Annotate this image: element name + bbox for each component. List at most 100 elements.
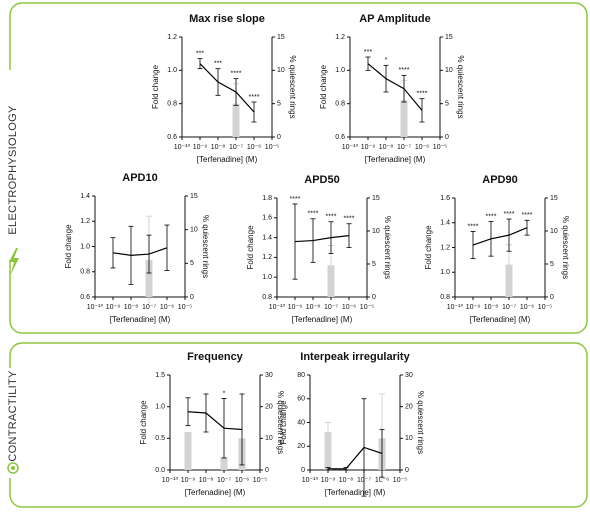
y-tick-label: 0.8 (335, 101, 345, 108)
label-bg (4, 368, 22, 478)
significance: **** (486, 213, 497, 220)
significance: *** (196, 51, 204, 58)
section-label: CONTRACTILITY (7, 370, 19, 462)
y-tick-label: 80 (297, 372, 305, 379)
y-axis-label: Fold change (319, 64, 328, 109)
y-tick-label: 1.4 (80, 193, 90, 200)
x-axis-label: [Terfenadine] (M) (110, 315, 171, 324)
line (112, 247, 168, 256)
y-axis-label: Fold change (139, 400, 148, 445)
x-tick-label: 10⁻⁶ (520, 304, 534, 311)
y2-axis-label: % quiescent rings (288, 55, 297, 118)
significance: **** (417, 91, 428, 98)
y-tick-label: 0.8 (440, 294, 450, 301)
label-bg (4, 70, 22, 260)
x-tick-label: 10⁻⁵ (360, 304, 374, 311)
x-tick-label: 10⁻⁸ (484, 304, 498, 311)
x-tick-label: 10⁻⁸ (199, 477, 213, 484)
y2-tick-label: 15 (445, 34, 453, 41)
y2-tick-label: 10 (445, 67, 453, 74)
y-axis-label: Fold change (151, 64, 160, 109)
y2-tick-label: 0 (372, 294, 376, 301)
y2-tick-label: 5 (190, 260, 194, 267)
y2-tick-label: 0 (277, 134, 281, 141)
x-tick-label: 10⁻⁶ (247, 144, 261, 151)
section-label: ELECTROPHYSIOLOGY (7, 105, 19, 235)
x-tick-label: 10⁻⁹ (288, 304, 302, 311)
x-tick-label: 10⁻¹⁰ (87, 303, 104, 311)
x-tick-label: 10⁻¹⁰ (342, 143, 359, 151)
y-tick-label: 1.2 (262, 254, 272, 261)
significance: **** (399, 67, 410, 74)
y-tick-label: 1.0 (440, 269, 450, 276)
contract-icon (11, 466, 15, 470)
line (187, 411, 243, 431)
y2-tick-label: 10 (277, 67, 285, 74)
x-tick-label: 10⁻⁹ (361, 144, 375, 151)
significance: * (223, 390, 226, 397)
x-tick-label: 10⁻⁷ (229, 144, 243, 151)
line (472, 227, 528, 246)
y2-tick-label: 0 (265, 467, 269, 474)
x-axis-label: [Terfenadine] (M) (292, 315, 353, 324)
lightning-icon (9, 248, 19, 276)
x-tick-label: 10⁻⁷ (502, 304, 516, 311)
significance: **** (504, 211, 515, 218)
y-tick-label: 0.6 (335, 134, 345, 141)
y-tick-label: 1.4 (440, 220, 450, 227)
y-tick-label: 20 (297, 443, 305, 450)
x-tick-label: 10⁻⁵ (433, 144, 447, 151)
y-axis-label: Fold change (279, 400, 288, 445)
chart-title: Interpeak irregularity (300, 351, 410, 363)
y2-tick-label: 15 (190, 193, 198, 200)
x-tick-label: 10⁻⁷ (217, 477, 231, 484)
significance: **** (468, 223, 479, 230)
x-tick-label: 10⁻⁵ (253, 477, 267, 484)
y-tick-label: 1.2 (440, 244, 450, 251)
significance: **** (344, 216, 355, 223)
y2-axis-label: % quiescent rings (276, 391, 285, 454)
y-tick-label: 1.0 (155, 404, 165, 411)
x-tick-label: 10⁻⁹ (321, 477, 335, 484)
y2-axis-label: % quiescent rings (561, 216, 570, 279)
y2-tick-label: 10 (550, 228, 558, 235)
section-frame (9, 2, 588, 334)
y-tick-label: 1.0 (80, 243, 90, 250)
y-tick-label: 1.4 (262, 234, 272, 241)
y2-tick-label: 0 (405, 467, 409, 474)
y-tick-label: 1.0 (167, 67, 177, 74)
x-tick-label: 10⁻⁶ (160, 304, 174, 311)
y2-tick-label: 30 (405, 372, 413, 379)
y-tick-label: 0.6 (167, 134, 177, 141)
y-tick-label: 1.5 (155, 372, 165, 379)
x-tick-label: 10⁻⁸ (211, 144, 225, 151)
x-tick-label: 10⁻⁷ (324, 304, 338, 311)
y2-tick-label: 20 (405, 404, 413, 411)
x-tick-label: 10⁻⁵ (178, 304, 192, 311)
y-tick-label: 1.2 (335, 34, 345, 41)
x-tick-label: 10⁻⁵ (265, 144, 279, 151)
y-tick-label: 1.8 (262, 195, 272, 202)
y2-tick-label: 5 (277, 101, 281, 108)
chart-title: Max rise slope (189, 13, 265, 25)
x-tick-label: 10⁻⁹ (466, 304, 480, 311)
significance: *** (364, 49, 372, 56)
y2-tick-label: 10 (372, 228, 380, 235)
significance: **** (290, 196, 301, 203)
y-tick-label: 1.0 (335, 67, 345, 74)
y2-tick-label: 10 (265, 435, 273, 442)
chart-title: APD90 (482, 174, 517, 186)
y-tick-label: 0.6 (80, 294, 90, 301)
y-tick-label: 0.0 (155, 467, 165, 474)
y2-tick-label: 10 (190, 227, 198, 234)
x-tick-label: 10⁻⁷ (397, 144, 411, 151)
y-tick-label: 1.6 (440, 195, 450, 202)
x-tick-label: 10⁻⁷ (142, 304, 156, 311)
y-axis-label: Fold change (424, 225, 433, 270)
x-tick-label: 10⁻⁶ (342, 304, 356, 311)
y2-tick-label: 30 (265, 372, 273, 379)
y-tick-label: 0 (301, 467, 305, 474)
x-tick-label: 10⁻¹⁰ (447, 303, 464, 311)
y-tick-label: 1.6 (262, 215, 272, 222)
